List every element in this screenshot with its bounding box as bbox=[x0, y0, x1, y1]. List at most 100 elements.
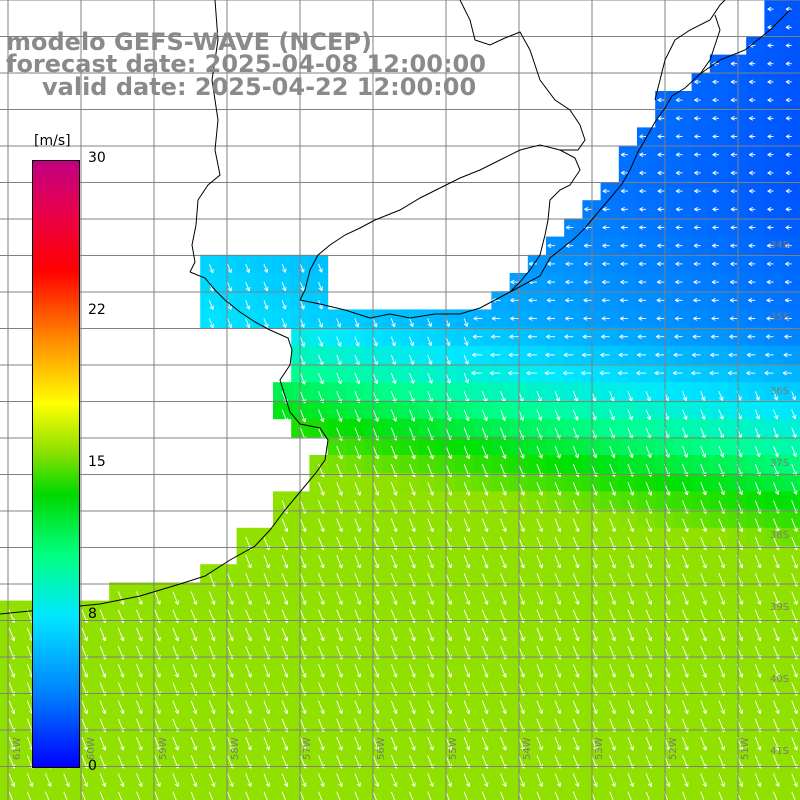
wind-arrow-head bbox=[300, 306, 305, 310]
wind-cell bbox=[600, 218, 620, 238]
wind-arrow bbox=[718, 736, 725, 751]
wind-arrow bbox=[572, 591, 579, 605]
wind-arrow-head bbox=[593, 674, 597, 678]
wind-arrow-head bbox=[785, 207, 790, 210]
wind-arrow-head bbox=[773, 397, 778, 401]
wind-arrow-head bbox=[647, 601, 652, 605]
wind-arrow-head bbox=[701, 454, 706, 458]
wind-arrow bbox=[773, 700, 780, 714]
wind-arrow-head bbox=[592, 454, 597, 459]
wind-cell bbox=[673, 309, 693, 329]
wind-arrow bbox=[445, 554, 452, 569]
wind-arrow-head bbox=[502, 783, 506, 787]
wind-arrow bbox=[500, 664, 507, 678]
wind-arrow-head bbox=[709, 370, 714, 374]
wind-cell bbox=[691, 163, 711, 183]
wind-arrow-head bbox=[10, 638, 15, 642]
wind-arrow-head bbox=[465, 747, 470, 751]
wind-arrow-head bbox=[174, 747, 179, 751]
wind-arrow-head bbox=[647, 638, 652, 642]
wind-arrow-head bbox=[320, 747, 324, 751]
wind-cell bbox=[691, 254, 711, 274]
wind-arrow bbox=[645, 409, 651, 420]
wind-arrow bbox=[645, 391, 651, 402]
wind-arrow-head bbox=[655, 352, 660, 356]
wind-arrow bbox=[281, 791, 286, 800]
wind-arrow-head bbox=[528, 318, 533, 321]
wind-arrow-head bbox=[393, 474, 397, 478]
wind-arrow-head bbox=[583, 316, 588, 319]
wind-arrow-head bbox=[410, 418, 415, 422]
wind-arrow bbox=[409, 445, 416, 460]
wind-arrow bbox=[99, 627, 106, 642]
wind-arrow bbox=[299, 554, 306, 569]
wind-cell bbox=[564, 236, 583, 256]
wind-arrow bbox=[354, 445, 361, 460]
wind-arrow-head bbox=[620, 299, 625, 303]
wind-arrow bbox=[536, 518, 543, 532]
wind-arrow bbox=[700, 627, 707, 642]
wind-arrow-head bbox=[409, 342, 414, 347]
lon-label-54w: 54W bbox=[522, 737, 533, 760]
wind-arrow-head bbox=[227, 269, 232, 274]
wind-arrow bbox=[627, 627, 634, 642]
wind-arrow-head bbox=[684, 565, 688, 569]
wind-arrow-head bbox=[749, 154, 754, 157]
wind-arrow-head bbox=[668, 453, 670, 458]
wind-arrow bbox=[609, 409, 615, 421]
wind-arrow-head bbox=[356, 747, 361, 751]
wind-arrow-head bbox=[429, 492, 434, 496]
wind-arrow bbox=[609, 427, 615, 440]
wind-cell bbox=[764, 163, 784, 183]
wind-arrow-head bbox=[484, 474, 488, 478]
wind-cell bbox=[673, 91, 693, 110]
wind-arrow bbox=[245, 591, 252, 605]
wind-cell bbox=[746, 163, 765, 183]
wind-arrow-head bbox=[285, 305, 287, 310]
wind-arrow bbox=[481, 773, 488, 787]
wind-arrow-head bbox=[712, 225, 717, 228]
wind-arrow bbox=[372, 664, 379, 678]
wind-arrow bbox=[227, 773, 234, 787]
wind-arrow-head bbox=[748, 243, 753, 247]
wind-arrow-head bbox=[174, 710, 179, 715]
wind-arrow-head bbox=[540, 397, 542, 402]
wind-arrow bbox=[773, 463, 779, 476]
wind-arrow-head bbox=[528, 298, 533, 301]
wind-arrow bbox=[427, 409, 433, 422]
wind-arrow bbox=[427, 791, 432, 800]
wind-cell bbox=[527, 364, 547, 383]
wind-arrow-head bbox=[338, 492, 343, 496]
wind-arrow bbox=[481, 445, 488, 459]
wind-cell bbox=[782, 546, 800, 565]
wind-cell bbox=[691, 91, 711, 110]
wind-arrow-head bbox=[693, 245, 698, 248]
wind-cell bbox=[400, 782, 420, 800]
wind-arrow bbox=[263, 664, 270, 678]
wind-arrow bbox=[773, 482, 779, 495]
wind-arrow-head bbox=[755, 397, 760, 401]
wind-arrow-head bbox=[785, 116, 790, 119]
wind-arrow-head bbox=[775, 710, 779, 715]
wind-arrow-head bbox=[741, 490, 743, 495]
wind-arrow-head bbox=[263, 269, 268, 273]
wind-arrow-head bbox=[730, 227, 735, 230]
wind-arrow bbox=[536, 427, 542, 440]
lon-label-61w: 61W bbox=[12, 737, 23, 760]
colorbar-tick-22: 22 bbox=[88, 302, 106, 318]
wind-arrow-head bbox=[411, 674, 415, 678]
wind-arrow bbox=[136, 664, 143, 678]
wind-arrow bbox=[609, 627, 616, 642]
wind-arrow-head bbox=[712, 117, 717, 121]
wind-arrow-head bbox=[767, 116, 772, 119]
wind-arrow-head bbox=[340, 398, 343, 403]
wind-arrow bbox=[390, 554, 397, 569]
wind-cell bbox=[618, 182, 638, 201]
wind-arrow-head bbox=[547, 263, 552, 267]
wind-arrow-head bbox=[665, 454, 670, 458]
wind-arrow-head bbox=[730, 170, 735, 174]
wind-arrow-head bbox=[174, 674, 179, 678]
wind-arrow-head bbox=[620, 172, 625, 176]
wind-arrow-head bbox=[584, 208, 589, 212]
